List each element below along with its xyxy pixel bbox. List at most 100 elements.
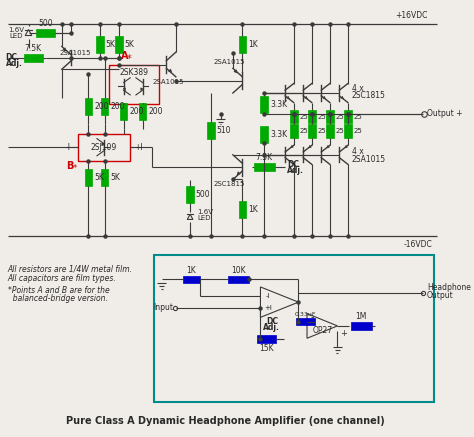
Bar [186, 186, 194, 203]
Bar [351, 322, 372, 329]
Text: Headphone: Headphone [427, 283, 471, 292]
Text: 2SA1015: 2SA1015 [152, 79, 183, 85]
Text: *: * [72, 164, 76, 173]
Bar [344, 110, 352, 123]
Bar [256, 336, 276, 343]
Text: 1.6V: 1.6V [198, 209, 214, 215]
Text: 3.3K: 3.3K [270, 130, 287, 139]
Text: Adj.: Adj. [264, 323, 280, 332]
Text: balanced-bridge version.: balanced-bridge version. [8, 294, 108, 303]
Bar [290, 110, 298, 123]
Bar [84, 98, 92, 115]
Text: 5K: 5K [110, 173, 120, 182]
Text: Adj.: Adj. [287, 166, 304, 176]
Text: 2SC1815: 2SC1815 [214, 181, 245, 187]
Text: 2SJ109: 2SJ109 [91, 143, 117, 152]
Bar [260, 96, 268, 113]
Text: 25: 25 [300, 114, 308, 120]
Bar [344, 125, 352, 138]
Text: 1K: 1K [248, 205, 258, 215]
Text: 2SA1015: 2SA1015 [214, 59, 246, 65]
Bar [326, 110, 334, 123]
Text: -16VDC: -16VDC [404, 240, 432, 250]
Text: 2SC1815: 2SC1815 [352, 91, 385, 101]
Text: Output: Output [427, 291, 454, 300]
Bar [78, 134, 130, 160]
Bar [308, 110, 316, 123]
Text: DC: DC [266, 317, 278, 326]
Text: Pure Class A Dynamic Headphone Amplifier (one channel): Pure Class A Dynamic Headphone Amplifier… [66, 416, 385, 426]
Bar [207, 121, 215, 139]
Text: Input: Input [153, 303, 173, 312]
Text: +16VDC: +16VDC [395, 11, 428, 20]
Text: +: + [340, 329, 347, 338]
Text: 200: 200 [129, 107, 144, 115]
Text: Adj.: Adj. [6, 59, 23, 68]
Text: +I: +I [134, 143, 143, 152]
Text: 5K: 5K [94, 173, 104, 182]
Text: 7.5K: 7.5K [25, 44, 42, 53]
Text: A: A [121, 51, 128, 61]
Text: 200: 200 [148, 107, 163, 115]
Text: 2SA1015: 2SA1015 [352, 155, 386, 164]
Text: 1K: 1K [248, 40, 258, 49]
Text: 25: 25 [300, 128, 308, 134]
Text: 25: 25 [336, 128, 344, 134]
Text: All capacitors are film types.: All capacitors are film types. [8, 274, 116, 283]
Text: *Points A and B are for the: *Points A and B are for the [8, 286, 109, 295]
Bar [182, 275, 200, 283]
Text: 10K: 10K [231, 266, 246, 274]
Bar [115, 36, 123, 53]
Text: 200: 200 [94, 102, 109, 111]
Bar [84, 169, 92, 186]
Text: B: B [66, 161, 74, 171]
Text: 7.5K: 7.5K [255, 153, 273, 163]
Bar [308, 125, 316, 138]
Text: 5K: 5K [125, 40, 135, 49]
Bar [120, 103, 128, 120]
Text: 4 x: 4 x [352, 147, 364, 156]
Text: DC: DC [287, 160, 299, 169]
Bar [254, 163, 275, 171]
Text: LED: LED [198, 215, 211, 221]
Text: -: - [310, 312, 313, 323]
Bar [101, 98, 109, 115]
Text: 500: 500 [38, 19, 53, 28]
Text: 1.6V: 1.6V [8, 27, 24, 33]
Text: 1M: 1M [356, 312, 367, 321]
Text: DC: DC [6, 53, 18, 62]
Text: -I: -I [266, 293, 270, 299]
Text: Output +: Output + [427, 109, 462, 118]
Bar [96, 36, 104, 53]
Bar [296, 318, 315, 325]
Text: 5K: 5K [106, 40, 115, 49]
Text: 3.3K: 3.3K [270, 100, 287, 109]
Text: 2SA1015: 2SA1015 [60, 50, 91, 56]
Bar [290, 125, 298, 138]
Bar [238, 36, 246, 53]
Polygon shape [307, 314, 337, 338]
Text: 200: 200 [110, 102, 125, 111]
Text: -I: -I [65, 143, 70, 152]
Text: All resistors are 1/4W metal film.: All resistors are 1/4W metal film. [8, 264, 133, 274]
Text: 25: 25 [318, 128, 326, 134]
Text: 25: 25 [336, 114, 344, 120]
Text: 510: 510 [217, 125, 231, 135]
Text: LED: LED [9, 33, 23, 39]
Text: 2SK389: 2SK389 [119, 68, 148, 76]
Bar [228, 275, 249, 283]
Text: 25: 25 [354, 128, 362, 134]
Polygon shape [260, 287, 299, 317]
Bar [260, 126, 268, 143]
Bar [24, 54, 43, 62]
Text: *: * [127, 54, 131, 64]
Text: +I: +I [264, 305, 272, 311]
Text: 25: 25 [318, 114, 326, 120]
Bar [326, 125, 334, 138]
Text: 500: 500 [196, 190, 210, 199]
Bar [109, 65, 159, 104]
Text: 4 x: 4 x [352, 84, 364, 93]
Bar [154, 255, 434, 402]
Bar [139, 103, 146, 120]
Bar [36, 29, 55, 37]
